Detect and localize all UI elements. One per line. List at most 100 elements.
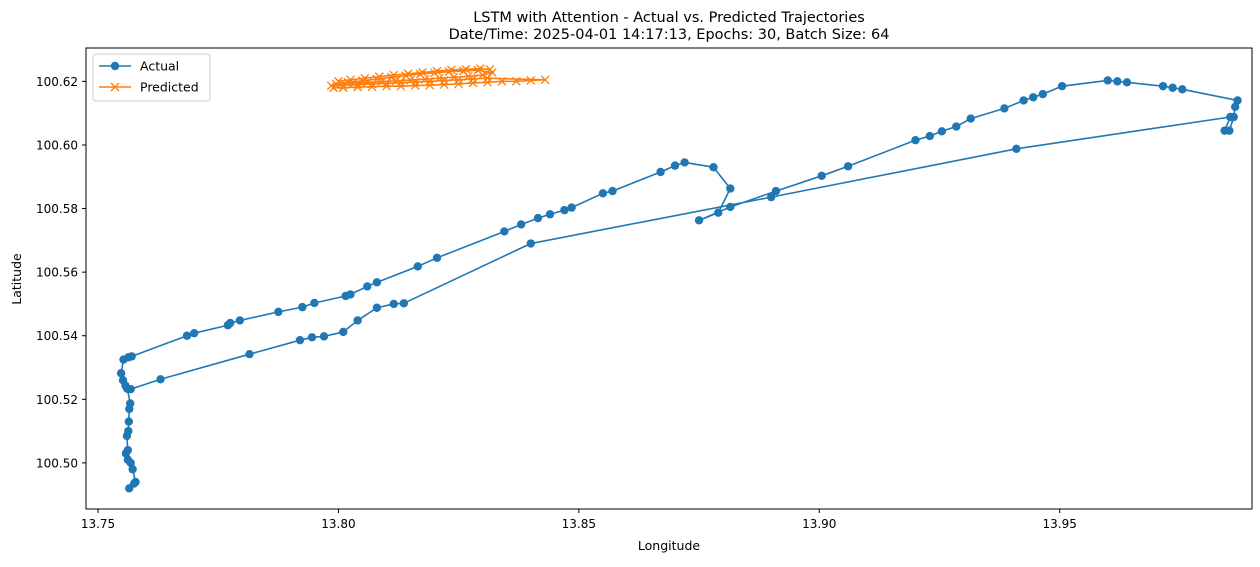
- data-point-predicted: [374, 72, 384, 82]
- data-point-actual: [245, 349, 254, 359]
- series-actual: [116, 76, 1242, 493]
- data-point-actual: [1226, 112, 1235, 122]
- data-point-actual: [694, 216, 704, 225]
- data-point-actual: [771, 186, 781, 196]
- data-point-actual: [363, 282, 372, 291]
- data-point-actual: [307, 333, 317, 342]
- data-point-predicted: [377, 77, 387, 87]
- data-point-actual: [372, 278, 382, 287]
- legend-actual-marker: [110, 61, 120, 71]
- data-point-actual: [432, 253, 442, 263]
- data-point-actual: [516, 220, 526, 229]
- data-point-predicted: [439, 80, 449, 90]
- data-point-predicted: [454, 79, 464, 89]
- legend-predicted-label: Predicted: [140, 80, 199, 95]
- data-point-predicted: [478, 70, 488, 80]
- data-point-predicted: [434, 73, 444, 83]
- data-point-actual: [310, 298, 319, 308]
- data-point-actual: [118, 376, 128, 385]
- y-tick-label: 100.54: [36, 329, 78, 343]
- data-point-actual: [709, 163, 718, 172]
- data-point-actual: [726, 202, 735, 212]
- data-point-actual: [123, 455, 133, 464]
- x-tick-label: 13.95: [1042, 517, 1076, 531]
- data-point-actual: [399, 299, 409, 308]
- data-point-actual: [937, 127, 947, 136]
- data-point-actual: [346, 290, 355, 299]
- data-point-actual: [1103, 76, 1112, 85]
- data-point-actual: [389, 299, 398, 309]
- data-point-predicted: [360, 73, 370, 83]
- data-point-predicted: [396, 78, 406, 88]
- x-axis-label: Longitude: [638, 538, 700, 553]
- data-point-predicted: [353, 80, 363, 90]
- data-point-actual: [911, 136, 920, 145]
- data-point-actual: [598, 189, 608, 198]
- data-point-actual: [1178, 85, 1187, 94]
- data-point-predicted: [526, 75, 536, 85]
- data-point-actual: [123, 445, 133, 455]
- chart-subtitle: Date/Time: 2025-04-01 14:17:13, Epochs: …: [449, 27, 890, 43]
- data-point-predicted: [540, 75, 550, 85]
- data-point-actual: [526, 239, 535, 248]
- data-point-actual: [189, 328, 199, 338]
- data-point-predicted: [475, 64, 485, 74]
- data-point-actual: [1029, 93, 1038, 102]
- data-point-actual: [1220, 126, 1229, 135]
- data-point-predicted: [418, 68, 428, 77]
- legend-predicted-marker: [110, 82, 120, 92]
- data-point-predicted: [362, 77, 372, 87]
- data-point-predicted: [468, 78, 478, 88]
- x-tick-label: 13.75: [81, 517, 115, 531]
- data-point-actual: [1113, 77, 1122, 86]
- data-point-actual: [235, 316, 245, 325]
- data-point-actual: [1122, 78, 1132, 87]
- data-point-predicted: [497, 76, 507, 86]
- data-point-predicted: [446, 65, 456, 75]
- data-point-predicted: [391, 76, 401, 86]
- data-point-predicted: [345, 75, 355, 85]
- data-point-actual: [545, 210, 555, 219]
- data-point-predicted: [454, 75, 464, 85]
- data-point-actual: [608, 186, 617, 196]
- data-point-actual: [817, 171, 826, 181]
- y-axis-label: Latitude: [9, 253, 24, 305]
- y-tick-label: 100.56: [36, 266, 78, 280]
- data-point-actual: [670, 161, 680, 170]
- chart-title: LSTM with Attention - Actual vs. Predict…: [473, 10, 865, 26]
- data-point-actual: [843, 162, 853, 171]
- y-tick-label: 100.52: [36, 393, 78, 407]
- data-point-actual: [128, 465, 137, 474]
- data-point-actual: [925, 131, 935, 141]
- data-point-actual: [226, 318, 235, 328]
- data-point-predicted: [425, 76, 435, 86]
- data-point-actual: [533, 213, 543, 223]
- x-axis: 13.75 13.80 13.85 13.90 13.95: [81, 509, 1077, 531]
- data-point-actual: [560, 205, 569, 215]
- data-point-predicted: [389, 70, 399, 80]
- data-point-actual: [567, 203, 576, 212]
- data-point-predicted: [420, 74, 430, 84]
- data-point-actual: [714, 208, 723, 217]
- data-point-predicted: [403, 69, 413, 79]
- y-tick-label: 100.60: [36, 138, 78, 152]
- legend-actual-label: Actual: [140, 59, 179, 74]
- data-point-predicted: [410, 77, 420, 87]
- data-point-predicted: [483, 77, 492, 87]
- data-point-predicted: [406, 75, 416, 85]
- data-point-actual: [156, 375, 165, 384]
- data-point-actual: [127, 352, 136, 361]
- data-point-actual: [116, 369, 126, 378]
- y-tick-label: 100.62: [36, 75, 78, 89]
- data-point-predicted: [463, 71, 473, 81]
- data-point-actual: [952, 122, 961, 131]
- series-layer: [116, 64, 1242, 493]
- data-point-actual: [274, 307, 283, 317]
- data-point-predicted: [326, 81, 336, 91]
- data-point-predicted: [461, 64, 471, 74]
- data-point-actual: [295, 335, 305, 345]
- data-point-predicted: [511, 76, 521, 86]
- data-point-predicted: [439, 75, 449, 85]
- data-point-actual: [1230, 102, 1240, 112]
